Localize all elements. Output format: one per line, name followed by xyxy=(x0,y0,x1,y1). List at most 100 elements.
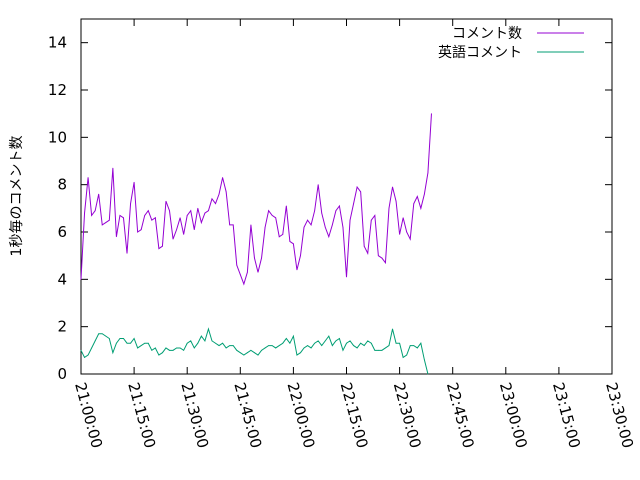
data-point xyxy=(91,347,93,349)
data-point xyxy=(162,352,163,354)
data-point xyxy=(427,172,429,174)
data-point xyxy=(204,340,206,342)
data-point xyxy=(183,349,185,351)
data-point xyxy=(257,271,259,273)
data-point xyxy=(275,217,277,219)
data-point xyxy=(137,347,139,349)
data-point xyxy=(123,217,124,219)
data-point xyxy=(200,335,202,337)
data-point xyxy=(409,238,411,240)
data-point xyxy=(413,345,415,346)
data-point xyxy=(321,345,323,346)
data-point xyxy=(98,193,100,195)
data-point xyxy=(285,338,287,339)
data-point xyxy=(356,186,358,188)
data-point xyxy=(105,222,107,223)
data-point xyxy=(179,347,181,349)
data-point xyxy=(363,345,365,346)
data-point xyxy=(250,349,252,351)
data-point xyxy=(328,236,330,238)
data-point xyxy=(399,342,400,344)
data-point xyxy=(402,357,404,358)
data-point xyxy=(232,345,234,346)
data-point xyxy=(349,340,351,342)
data-point xyxy=(257,354,259,356)
data-point xyxy=(300,255,301,257)
data-point xyxy=(87,354,89,356)
data-point xyxy=(416,196,418,197)
data-point xyxy=(346,276,347,278)
data-point xyxy=(339,338,340,339)
series-line-1 xyxy=(80,327,429,375)
data-point xyxy=(310,347,312,349)
data-point xyxy=(126,342,128,344)
x-tick-label: 22:00:00 xyxy=(284,380,319,450)
data-point xyxy=(406,231,408,233)
data-point xyxy=(307,345,308,346)
data-point xyxy=(108,219,110,221)
data-point xyxy=(225,347,227,349)
data-point xyxy=(282,233,284,235)
data-point xyxy=(395,200,397,202)
x-tick-label: 21:00:00 xyxy=(71,380,106,450)
x-tick-label: 22:15:00 xyxy=(337,380,372,450)
data-point xyxy=(239,352,241,354)
data-point xyxy=(183,233,185,235)
data-point xyxy=(289,342,291,344)
data-point xyxy=(87,177,89,178)
data-point xyxy=(264,226,266,228)
data-point xyxy=(307,219,308,221)
data-point xyxy=(176,229,177,231)
data-point xyxy=(314,342,316,344)
x-tick-label: 21:45:00 xyxy=(230,380,265,450)
data-point xyxy=(236,349,238,351)
data-point xyxy=(204,212,206,214)
data-point xyxy=(190,210,192,212)
data-point xyxy=(300,352,301,354)
data-point xyxy=(413,203,415,205)
data-point xyxy=(140,345,142,346)
data-point xyxy=(126,252,128,254)
data-point xyxy=(335,210,337,212)
data-point xyxy=(200,222,202,223)
data-point xyxy=(324,340,326,342)
y-tick-label: 2 xyxy=(57,318,67,336)
data-point xyxy=(395,342,397,344)
data-point xyxy=(154,347,156,349)
data-point xyxy=(133,181,135,183)
data-point xyxy=(169,210,170,212)
data-point xyxy=(236,264,238,266)
data-point xyxy=(353,203,354,205)
data-point xyxy=(275,347,277,349)
data-point xyxy=(98,333,100,335)
data-point xyxy=(310,224,312,226)
data-point xyxy=(154,217,156,219)
plot-frame xyxy=(80,18,613,375)
data-point xyxy=(116,342,117,344)
data-point xyxy=(392,186,393,188)
data-point xyxy=(130,203,131,205)
data-point xyxy=(385,347,386,349)
data-point xyxy=(328,335,330,337)
data-point xyxy=(225,191,227,193)
data-point xyxy=(289,241,291,242)
data-point xyxy=(268,345,270,346)
data-point xyxy=(211,198,213,200)
data-point xyxy=(388,345,390,346)
data-point xyxy=(133,338,135,339)
data-point xyxy=(94,340,96,342)
data-point xyxy=(370,342,372,344)
data-point xyxy=(105,335,107,337)
data-point xyxy=(151,349,153,351)
data-point xyxy=(420,207,422,209)
data-point xyxy=(243,354,245,356)
data-point xyxy=(151,219,153,221)
data-point xyxy=(91,215,93,216)
data-point xyxy=(229,345,231,346)
data-point xyxy=(381,349,383,351)
data-point xyxy=(278,236,280,238)
data-point xyxy=(218,345,220,346)
data-point xyxy=(254,352,255,354)
data-point xyxy=(123,338,124,339)
